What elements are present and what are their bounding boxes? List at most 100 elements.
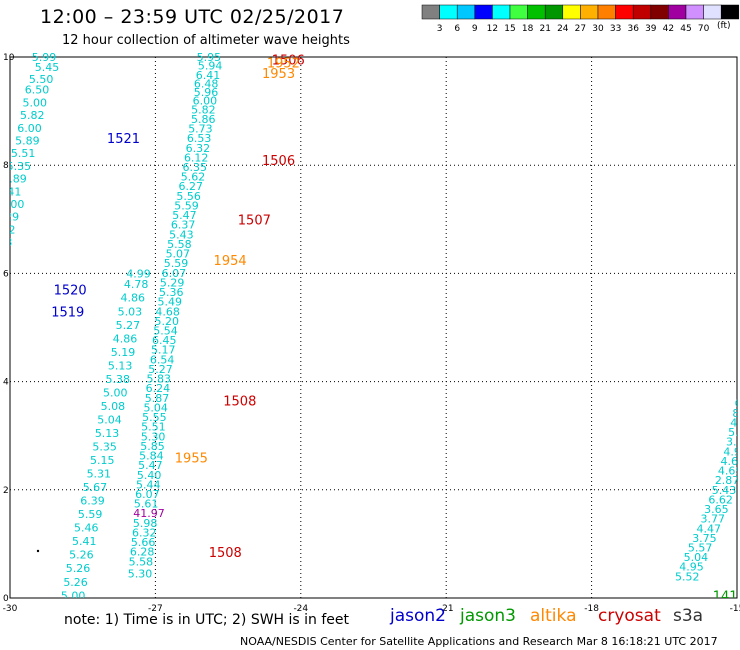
legend-s3a: s3a xyxy=(673,606,704,626)
wave-height-label: 5.87 xyxy=(145,392,170,405)
wave-height-label: 5.50 xyxy=(29,73,54,86)
footer-note: note: 1) Time is in UTC; 2) SWH is in fe… xyxy=(64,612,350,628)
wave-height-label: 5.51 xyxy=(11,147,36,160)
wave-height-label: 5.31 xyxy=(87,468,112,481)
y-tick-label: 10 xyxy=(3,53,15,63)
pass-number-label: 1953 xyxy=(262,67,295,82)
color-bar-label: 15 xyxy=(504,24,515,34)
wave-height-label: 5.29 xyxy=(160,276,185,289)
wave-height-label: 5.00 xyxy=(0,198,24,211)
wave-height-label: 6.54 xyxy=(150,353,175,366)
wave-height-label: 5.82 xyxy=(20,109,45,122)
wave-height-label: 6.45 xyxy=(152,334,177,347)
wave-height-label: 4.78 xyxy=(124,278,149,291)
x-tick-label: -24 xyxy=(293,604,308,614)
wave-height-label: 5.85 xyxy=(140,440,165,453)
wave-height-label: 5.53 xyxy=(0,236,12,249)
wave-height-label: 5.45 xyxy=(35,61,60,74)
wave-height-label: 5.08 xyxy=(101,400,126,413)
wave-height-label: 2.87 xyxy=(715,474,740,487)
wave-height-label: 5.46 xyxy=(74,522,99,535)
pass-number-label: 1508 xyxy=(209,546,242,561)
pass-number-label: 1506 xyxy=(262,154,295,169)
wave-height-label: 5.20 xyxy=(155,315,180,328)
wave-height-label: 5.82 xyxy=(191,103,216,116)
pass-number-label: 1952 xyxy=(267,56,300,71)
pass-number-label: 1506 xyxy=(272,54,305,69)
pass-number-label: 1508 xyxy=(223,395,256,410)
wave-height-label: 6.39 xyxy=(80,495,105,508)
wave-height-label: 6.27 xyxy=(179,180,204,193)
wave-height-label: 5.54 xyxy=(153,325,178,338)
wave-height-label: 5.26 xyxy=(69,549,94,562)
wave-height-label: 6.35 xyxy=(183,161,208,174)
wave-height-label: 5.52 xyxy=(675,570,700,583)
wave-height-label: 5.27 xyxy=(148,363,173,376)
wave-height-label: 4. xyxy=(730,416,740,429)
wave-height-label: 6.48 xyxy=(194,78,219,91)
wave-height-label: 5.00 xyxy=(23,96,48,109)
wave-height-label: 6.62 xyxy=(708,493,733,506)
wave-height-label: 5.51 xyxy=(141,421,166,434)
color-bar-label: 30 xyxy=(592,24,604,34)
color-bar-label: 36 xyxy=(627,24,639,34)
wave-height-label: 5.35 xyxy=(7,160,32,173)
y-tick-label: 2 xyxy=(3,486,9,496)
y-tick-label: 4 xyxy=(3,378,9,388)
wave-height-label: 3.75 xyxy=(692,532,717,545)
wave-height-label: 6.07 xyxy=(162,267,187,280)
wave-height-label: 5.52 xyxy=(0,223,16,236)
color-bar-label: 33 xyxy=(610,24,621,34)
pass-number-label: 1954 xyxy=(214,254,247,269)
wave-height-label: 5.55 xyxy=(142,411,167,424)
x-tick-label: -15 xyxy=(730,604,740,614)
wave-height-label: 8 xyxy=(732,407,739,420)
wave-height-label: 5.40 xyxy=(137,469,162,482)
wave-height-label: 5.96 xyxy=(194,86,219,99)
color-bar-unit: (ft) xyxy=(717,21,731,31)
wave-height-label: 5.36 xyxy=(159,286,184,299)
legend-altika: altika xyxy=(530,606,577,626)
wave-height-label: 3.3 xyxy=(726,436,740,449)
x-tick-label: -30 xyxy=(3,604,18,614)
pass-number-label: 1521 xyxy=(107,132,140,147)
wave-height-label: 5.30 xyxy=(128,568,153,581)
wave-height-label: 5.13 xyxy=(108,359,133,372)
wave-height-label: 6.89 xyxy=(2,173,27,186)
wave-height-label: 5.26 xyxy=(63,576,88,589)
wave-height-label: 5.59 xyxy=(174,199,199,212)
x-tick-label: -18 xyxy=(584,604,599,614)
wave-height-label: 6.07 xyxy=(135,488,160,501)
pass-number-label: 1418 xyxy=(713,589,740,604)
legend-jason2: jason2 xyxy=(390,606,446,626)
wave-height-label: 5.49 xyxy=(158,296,183,309)
wave-height-label: 4.86 xyxy=(113,332,137,345)
legend-cryosat: cryosat xyxy=(598,606,661,626)
wave-height-label: 6.41 xyxy=(196,69,221,82)
wave-height-label: 4.99 xyxy=(126,267,151,280)
color-bar-label: 45 xyxy=(680,24,691,34)
wave-height-label: 5.47 xyxy=(172,209,197,222)
color-bar-label: 3 xyxy=(437,24,443,34)
wave-height-label: 6.41 xyxy=(0,185,21,198)
wave-height-label: 6.28 xyxy=(130,546,155,559)
wave-height-label: 5.98 xyxy=(133,517,158,530)
wave-height-label: 6.53 xyxy=(187,132,212,145)
color-bar-swatch xyxy=(720,4,740,20)
wave-height-label: 4.68 xyxy=(155,305,180,318)
wave-height-label: 6.12 xyxy=(184,151,209,164)
wave-height-label: 4.95 xyxy=(723,445,740,458)
wave-height-label: 5.59 xyxy=(78,508,103,521)
wave-height-label: 4.89 xyxy=(0,249,10,262)
wave-height-label: 5.73 xyxy=(188,123,213,136)
y-tick-label: 0 xyxy=(3,594,9,604)
wave-height-label: 5.35 xyxy=(92,441,117,454)
chart-title: 12:00 – 23:59 UTC 02/25/2017 xyxy=(40,6,345,28)
wave-height-label: 5.15 xyxy=(90,454,115,467)
wave-height-label: 5.99 xyxy=(32,51,56,64)
wave-height-label: 5.04 xyxy=(684,551,709,564)
wave-height-label: 5.61 xyxy=(134,498,159,511)
wave-height-label: 4.81 xyxy=(0,287,2,300)
wave-height-label: 5.58 xyxy=(167,238,192,251)
